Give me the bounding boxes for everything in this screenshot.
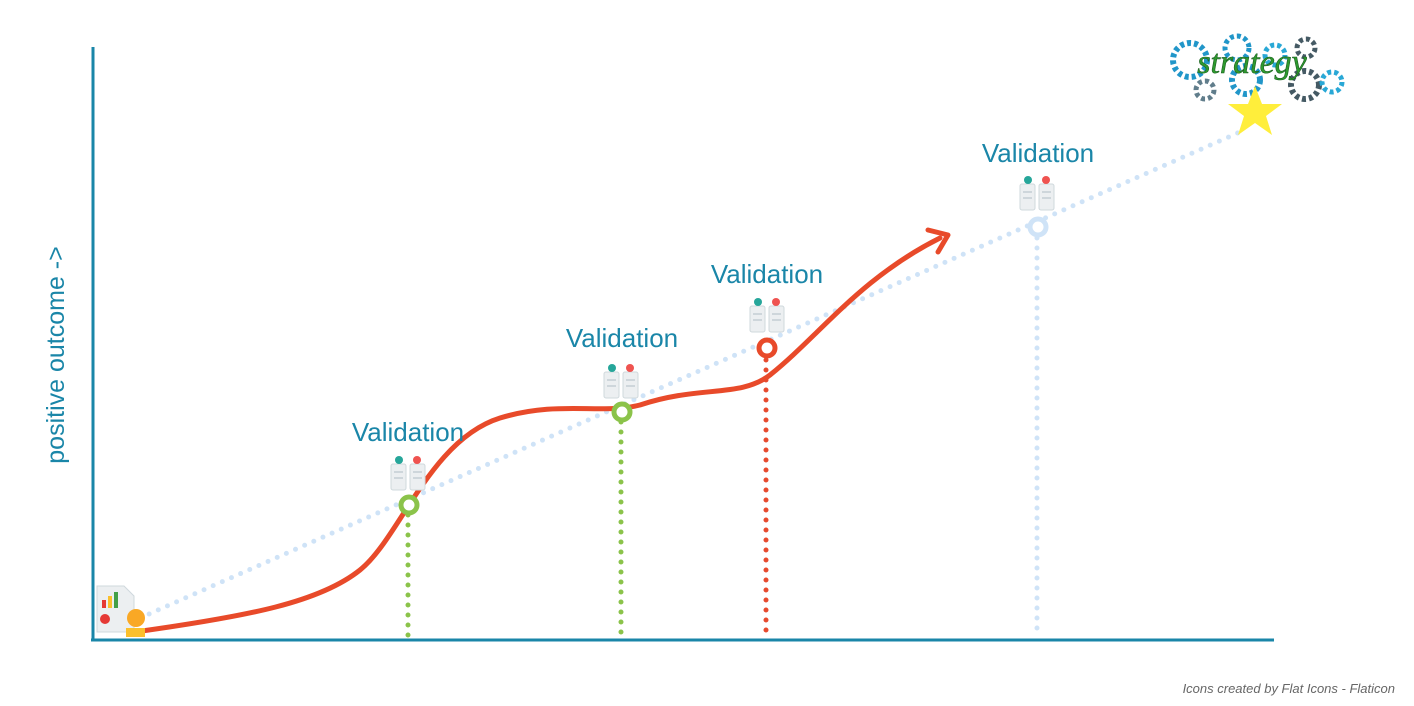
milestone-label: Validation <box>711 259 823 289</box>
credit: Icons created by Flat Icons - Flaticon <box>1183 681 1395 696</box>
milestone-marker <box>756 337 778 359</box>
ideal-path <box>137 129 1243 621</box>
start-icon <box>96 585 145 637</box>
milestone-marker <box>398 494 420 516</box>
milestone-label: Validation <box>352 417 464 447</box>
arrow-head <box>925 227 951 255</box>
milestone-label: Validation <box>566 323 678 353</box>
actual-path <box>132 235 943 635</box>
goal-star <box>1228 86 1282 135</box>
milestone-marker <box>1027 216 1049 238</box>
milestone-marker <box>611 401 633 423</box>
logo-text: strategy <box>1197 44 1307 81</box>
y-axis-label: positive outcome -> <box>42 246 70 463</box>
strategy-logo: strategy <box>1170 33 1345 102</box>
milestone-label: Validation <box>982 138 1094 168</box>
